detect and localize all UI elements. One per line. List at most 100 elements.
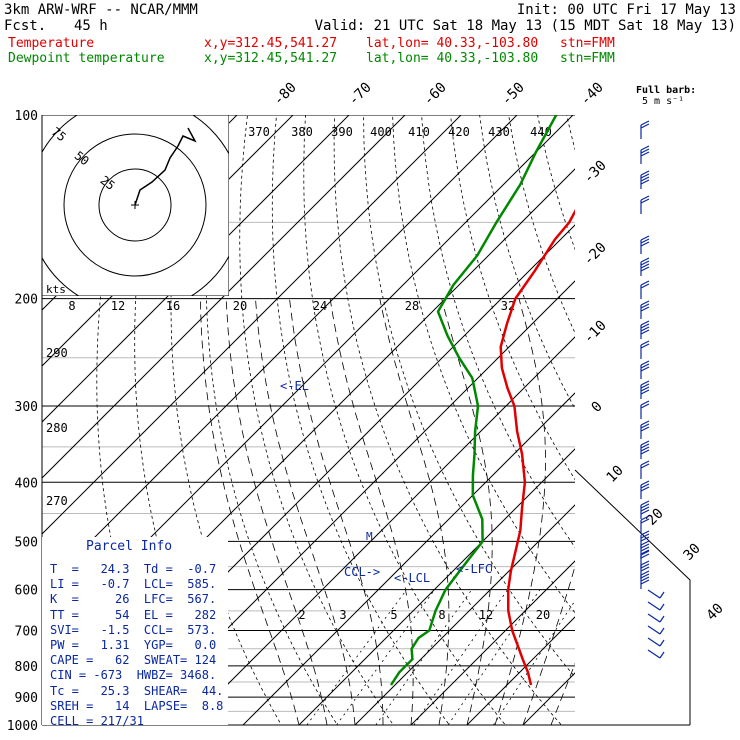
lfc-marker: <-LFC [456, 562, 492, 576]
dry-adiabat [271, 115, 450, 725]
legend-dewpoint-loc: x,y=312.45,541.27 [204, 51, 338, 66]
legend-temperature-loc: x,y=312.45,541.27 [204, 36, 338, 51]
legend-temperature-stn: stn=FMM [560, 36, 615, 51]
hodograph-units-label: kts [46, 283, 66, 296]
isotherm-label: -30 [581, 158, 610, 187]
wind-barb [640, 320, 650, 339]
parcel-info-row: SVI= -1.5 CCL= 573. [50, 622, 217, 637]
init-time: Init: 00 UTC Fri 17 May 13 [516, 2, 736, 18]
mixing-ratio-line [447, 589, 541, 725]
wind-barb [640, 300, 650, 319]
dry-adiabat [205, 115, 338, 725]
mixing-ratio-label: 24 [313, 299, 327, 313]
isotherm-line [42, 115, 518, 591]
barb-legend-value: 5 m s⁻¹ [642, 96, 684, 107]
isotherm-label: 30 [681, 541, 704, 564]
isotherm-label: 0 [589, 399, 606, 416]
legend-temperature-latlon: lat,lon= 40.33,-103.80 [366, 36, 539, 51]
parcel-info-row: K = 26 LFC= 567. [50, 592, 217, 607]
temperature-profile [499, 209, 575, 686]
wind-barb [640, 420, 650, 439]
parcel-info-row: Tc = 25.3 SHEAR= 44. [50, 683, 224, 698]
fcst-value: 45 h [74, 18, 108, 34]
pressure-label: 500 [15, 535, 38, 550]
isotherm-line [42, 115, 462, 535]
ccl-marker: CCL-> [344, 565, 380, 579]
dry-adiabat [596, 115, 740, 738]
moist-adiabat [494, 298, 546, 725]
mixing-ratio-line [413, 589, 508, 725]
dry-adiabat [239, 115, 394, 725]
parcel-info-row: CELL = 217/31 [50, 714, 144, 728]
pressure-label: 300 [15, 400, 38, 415]
mixing-ratio-label: 12 [479, 608, 493, 622]
isotherm-line [522, 672, 575, 725]
parcel-info-title: Parcel Info [86, 539, 173, 554]
wind-barb [647, 613, 665, 623]
wind-barb [640, 570, 650, 589]
isotherm-label: -20 [581, 240, 610, 269]
dewpoint-profile [389, 115, 558, 686]
valid-time: Valid: 21 UTC Sat 18 May 13 (15 MDT Sat … [314, 18, 736, 34]
isotherm-line [622, 87, 740, 738]
pressure-label: 900 [15, 691, 38, 706]
wind-barb [640, 235, 650, 254]
moist-adiabat [522, 565, 575, 725]
wind-barb [640, 120, 650, 139]
wind-barb [640, 480, 650, 499]
pressure-label: 100 [15, 109, 38, 124]
isotherm-label: -50 [499, 80, 528, 109]
isotherm-line [242, 392, 575, 725]
dry-adiabat [566, 115, 575, 151]
pressure-label: 200 [15, 293, 38, 308]
pressure-label: 600 [15, 584, 38, 599]
mixing-ratio-line [336, 589, 435, 725]
wind-barb [640, 360, 650, 379]
moist-adiabat [379, 298, 450, 725]
legend-temperature-label: Temperature [8, 36, 95, 51]
wind-barb [647, 589, 665, 599]
wind-barb [640, 170, 650, 189]
wind-barb [640, 195, 650, 214]
parcel-info-row: LI = -0.7 LCL= 585. [50, 577, 217, 592]
dry-adiabat [363, 115, 575, 678]
mixing-ratio-label: 20 [233, 299, 247, 313]
theta-label: 420 [448, 125, 470, 139]
mixing-ratio-label: 3 [339, 608, 346, 622]
dry-adiabat [392, 115, 575, 614]
parcel-info-row: CIN = -673 HWBZ= 3468. [50, 668, 217, 683]
moist-adiabat [441, 298, 493, 725]
isotherm-label: -40 [578, 80, 607, 109]
mixing-ratio-label: 8 [438, 608, 445, 622]
hodograph-trace [134, 127, 197, 206]
moist-adiabat [550, 662, 575, 725]
isotherm-line [42, 115, 350, 423]
mixing-ratio-label: 5 [390, 608, 397, 622]
dry-adiabat [625, 115, 740, 738]
moist-adiabat [225, 298, 328, 725]
mixing-ratio-label: 12 [111, 299, 125, 313]
wind-barb [640, 280, 650, 299]
right-edge [574, 469, 691, 725]
legend-dewpoint-stn: stn=FMM [560, 51, 615, 66]
isotherm-label: 10 [604, 463, 627, 486]
theta-label: 380 [291, 125, 313, 139]
lcl-marker: <-LCL [394, 571, 430, 585]
wind-barb [647, 649, 665, 659]
isotherm-line [298, 448, 575, 725]
wind-barb [640, 440, 650, 459]
wind-barb [640, 515, 650, 534]
barb-legend-title: Full barb: [636, 85, 696, 96]
isotherm-line [186, 336, 575, 725]
isotherm-label: -60 [421, 80, 450, 109]
wind-barb [640, 145, 650, 164]
isotherm-line [466, 616, 575, 725]
legend-dewpoint-latlon: lat,lon= 40.33,-103.80 [366, 51, 539, 66]
dry-adiabat [537, 115, 575, 251]
moist-adiabat [329, 298, 414, 725]
parcel-info-row: PW = 1.31 YGP= 0.0 [50, 638, 217, 652]
parcel-info-row: SREH = 14 LAPSE= 8.8 [50, 698, 224, 713]
dry-adiabat [508, 115, 575, 334]
pressure-label: 400 [15, 476, 38, 491]
